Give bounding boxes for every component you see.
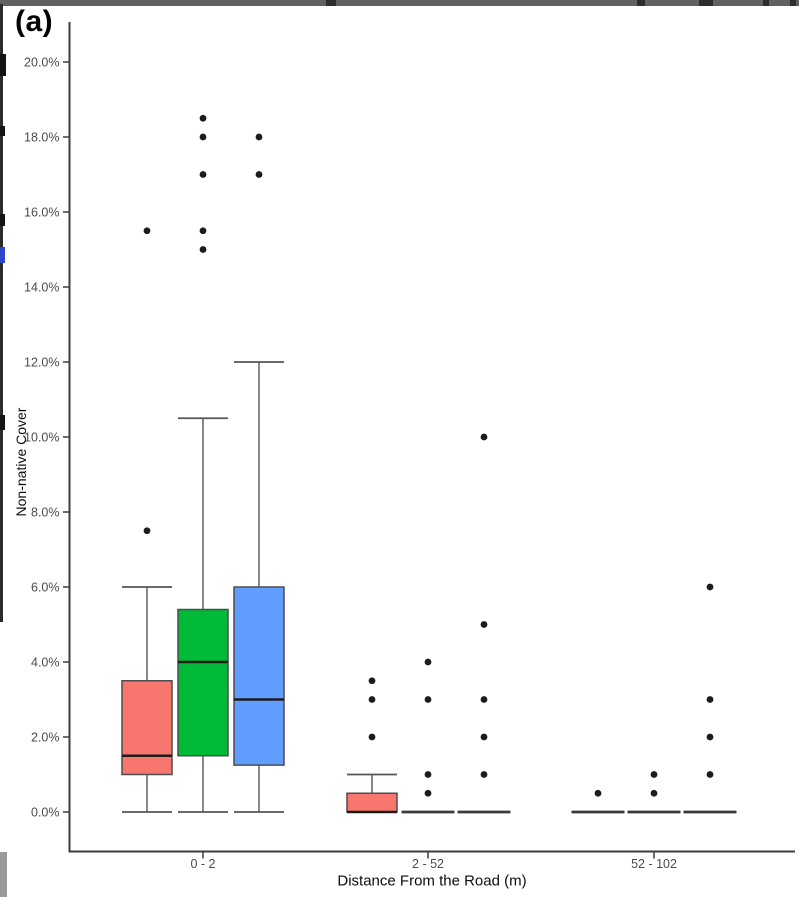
outlier-point-blue-box-3: [706, 696, 714, 703]
outlier-point-green-box-1: [199, 171, 207, 178]
outlier-point-blue-box-2: [480, 621, 488, 628]
outlier-point-green-box-2: [424, 658, 432, 666]
y-tick-label: 18.0%: [24, 131, 59, 145]
x-axis-title: Distance From the Road (m): [337, 872, 527, 890]
artifact-mark: [0, 415, 5, 430]
screenshot-artifact-top-edge: [0, 0, 799, 6]
outlier-point-blue-box-3: [706, 583, 714, 591]
screenshot-artifact-left-edge: [0, 4, 3, 622]
outlier-point-green-box-1: [199, 133, 207, 141]
outlier-point-blue-box-1: [255, 133, 263, 141]
artifact-notch: [326, 0, 336, 6]
outlier-point-red-box-3: [594, 789, 602, 797]
outlier-point-red-box-1: [143, 227, 151, 235]
outlier-point-green-box-2: [424, 771, 432, 778]
red-box-2: [346, 792, 398, 813]
y-tick-label: 20.0%: [24, 56, 59, 70]
outlier-point-green-box-1: [199, 227, 207, 235]
y-tick-label: 12.0%: [24, 356, 59, 370]
artifact-notch: [637, 0, 645, 6]
artifact-mark: [0, 214, 5, 226]
outlier-point-blue-box-2: [480, 771, 488, 778]
outlier-point-green-box-2: [424, 789, 432, 797]
screenshot-artifact-bottom-left: [0, 852, 7, 897]
panel-label: (a): [15, 5, 54, 38]
outlier-point-blue-box-2: [480, 733, 488, 741]
x-tick-label: 52 - 102: [631, 857, 677, 871]
outlier-point-green-box-2: [424, 696, 432, 703]
outlier-point-red-box-2: [368, 696, 376, 703]
outlier-point-blue-box-2: [480, 696, 488, 703]
outlier-point-blue-box-2: [480, 433, 488, 441]
outlier-point-green-box-3: [650, 789, 658, 797]
blue-box-1: [233, 586, 285, 766]
outlier-point-green-box-1: [199, 114, 207, 122]
y-tick-label: 6.0%: [31, 581, 60, 595]
green-box-1: [177, 608, 229, 757]
outlier-point-red-box-2: [368, 733, 376, 741]
artifact-notch: [699, 0, 713, 6]
artifact-mark: [0, 54, 6, 76]
artifact-notch: [763, 0, 769, 6]
outlier-point-red-box-1: [143, 527, 151, 535]
artifact-mark: [0, 126, 5, 136]
y-tick-label: 0.0%: [31, 806, 60, 820]
y-tick-label: 4.0%: [31, 656, 60, 670]
outlier-point-red-box-2: [368, 677, 376, 685]
x-tick-label: 2 - 52: [412, 857, 444, 871]
outlier-point-green-box-3: [650, 771, 658, 778]
y-axis-title: Non-native Cover: [13, 407, 29, 517]
y-tick-label: 10.0%: [24, 431, 59, 445]
outlier-point-blue-box-3: [706, 771, 714, 778]
red-box-1: [121, 680, 173, 776]
outlier-point-blue-box-3: [706, 733, 714, 741]
outlier-point-green-box-1: [199, 246, 207, 253]
x-tick-label: 0 - 2: [190, 857, 215, 871]
artifact-mark: [0, 247, 5, 263]
outlier-point-blue-box-1: [255, 171, 263, 178]
y-tick-label: 2.0%: [31, 731, 60, 745]
y-tick-label: 8.0%: [31, 506, 60, 520]
artifact-notch: [790, 0, 796, 6]
y-tick-label: 16.0%: [24, 206, 59, 220]
y-tick-label: 14.0%: [24, 281, 59, 295]
